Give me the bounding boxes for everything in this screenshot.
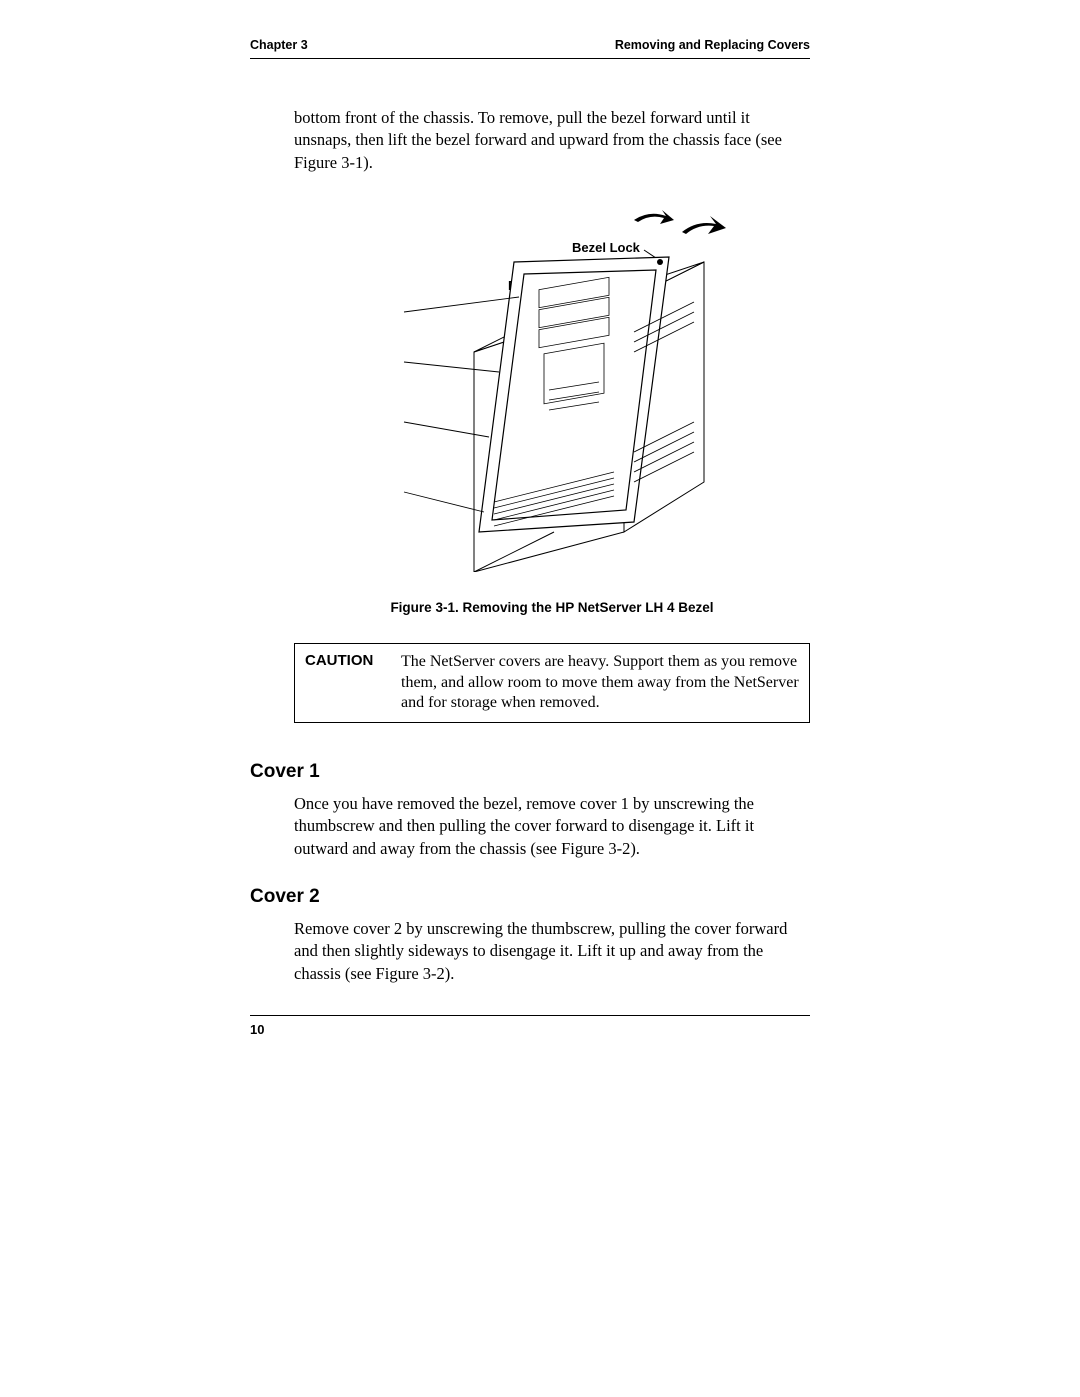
caution-box: CAUTION The NetServer covers are heavy. … [294,643,810,723]
figure-block: Bezel Lock Pull here [294,202,810,582]
header-rule [250,58,810,59]
section-heading-cover2: Cover 2 [250,886,810,908]
header-right: Removing and Replacing Covers [615,38,810,52]
server-bezel-illustration [384,202,744,572]
figure-caption: Figure 3-1. Removing the HP NetServer LH… [294,600,810,615]
document-page: Chapter 3 Removing and Replacing Covers … [250,38,810,1037]
section-para-cover2: Remove cover 2 by unscrewing the thumbsc… [294,918,810,985]
motion-arrow-2-icon [682,216,726,234]
section-para-cover1: Once you have removed the bezel, remove … [294,793,810,860]
caution-text: The NetServer covers are heavy. Support … [401,652,799,714]
motion-arrow-1-icon [634,210,674,224]
header-left: Chapter 3 [250,38,308,52]
footer-rule [250,1015,810,1016]
caution-label: CAUTION [305,652,383,714]
section-heading-cover1: Cover 1 [250,761,810,783]
page-header: Chapter 3 Removing and Replacing Covers [250,38,810,58]
intro-paragraph: bottom front of the chassis. To remove, … [294,107,810,174]
page-number: 10 [250,1022,810,1037]
bezel-lock-icon [657,259,663,265]
